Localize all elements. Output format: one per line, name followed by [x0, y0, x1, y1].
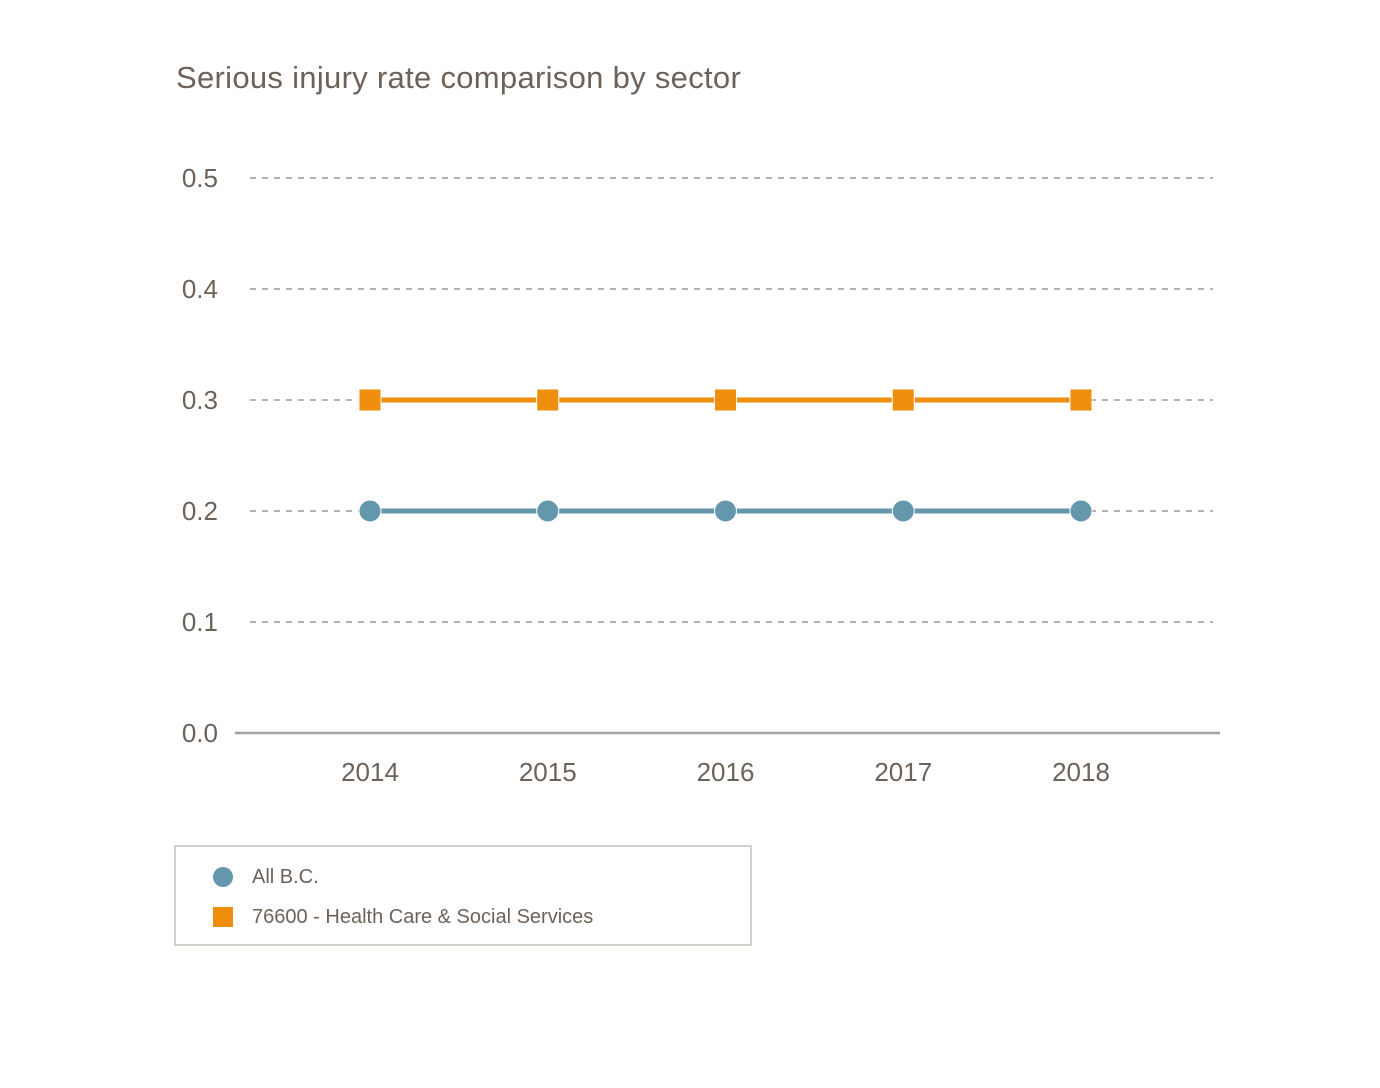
legend-item-health-care[interactable]: 76600 - Health Care & Social Services [176, 905, 593, 929]
data-point-square-2018[interactable] [1069, 388, 1093, 412]
data-point-square-2014[interactable] [358, 388, 382, 412]
legend-marker-circle-icon [213, 867, 233, 887]
y-tick-label: 0.4 [182, 274, 218, 304]
y-tick-label: 0.0 [182, 718, 218, 748]
x-tick-label: 2014 [341, 757, 399, 787]
y-tick-label: 0.1 [182, 607, 218, 637]
legend-label: 76600 - Health Care & Social Services [252, 905, 594, 928]
legend-marker-square-icon [213, 907, 233, 927]
y-tick-label: 0.5 [182, 163, 218, 193]
legend: All B.C. 76600 - Health Care & Social Se… [174, 845, 752, 946]
legend-item-all-bc[interactable]: All B.C. [176, 865, 319, 889]
x-tick-label: 2017 [874, 757, 932, 787]
legend-label: All B.C. [252, 865, 319, 888]
chart-title: Serious injury rate comparison by sector [176, 60, 742, 95]
data-point-circle-2017[interactable] [891, 499, 915, 523]
x-tick-label: 2016 [697, 757, 755, 787]
data-point-square-2016[interactable] [714, 388, 737, 412]
x-tick-label: 2015 [519, 757, 577, 787]
y-tick-label: 0.2 [182, 496, 218, 526]
data-point-circle-2015[interactable] [536, 499, 560, 523]
data-point-circle-2016[interactable] [714, 499, 737, 523]
y-tick-label: 0.3 [182, 385, 218, 415]
data-point-square-2015[interactable] [536, 388, 560, 412]
x-tick-label: 2018 [1052, 757, 1110, 787]
data-point-circle-2014[interactable] [358, 499, 382, 523]
data-point-circle-2018[interactable] [1069, 499, 1093, 523]
data-point-square-2017[interactable] [891, 388, 915, 412]
